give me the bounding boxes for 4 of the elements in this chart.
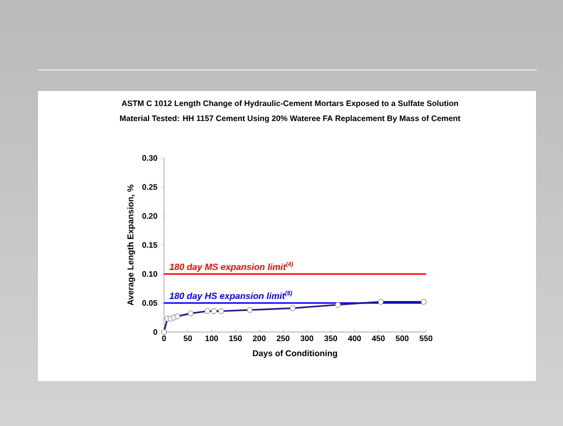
- x-axis-title: Days of Conditioning: [252, 350, 338, 358]
- ref-line-label: 180 day MS expansion limit$^{(4)}$: [169, 262, 294, 272]
- y-axis-title: Average Length Expansion, %: [127, 184, 136, 306]
- ref-line-label: 180 day HS expansion limit$^{(5)}$: [169, 290, 292, 301]
